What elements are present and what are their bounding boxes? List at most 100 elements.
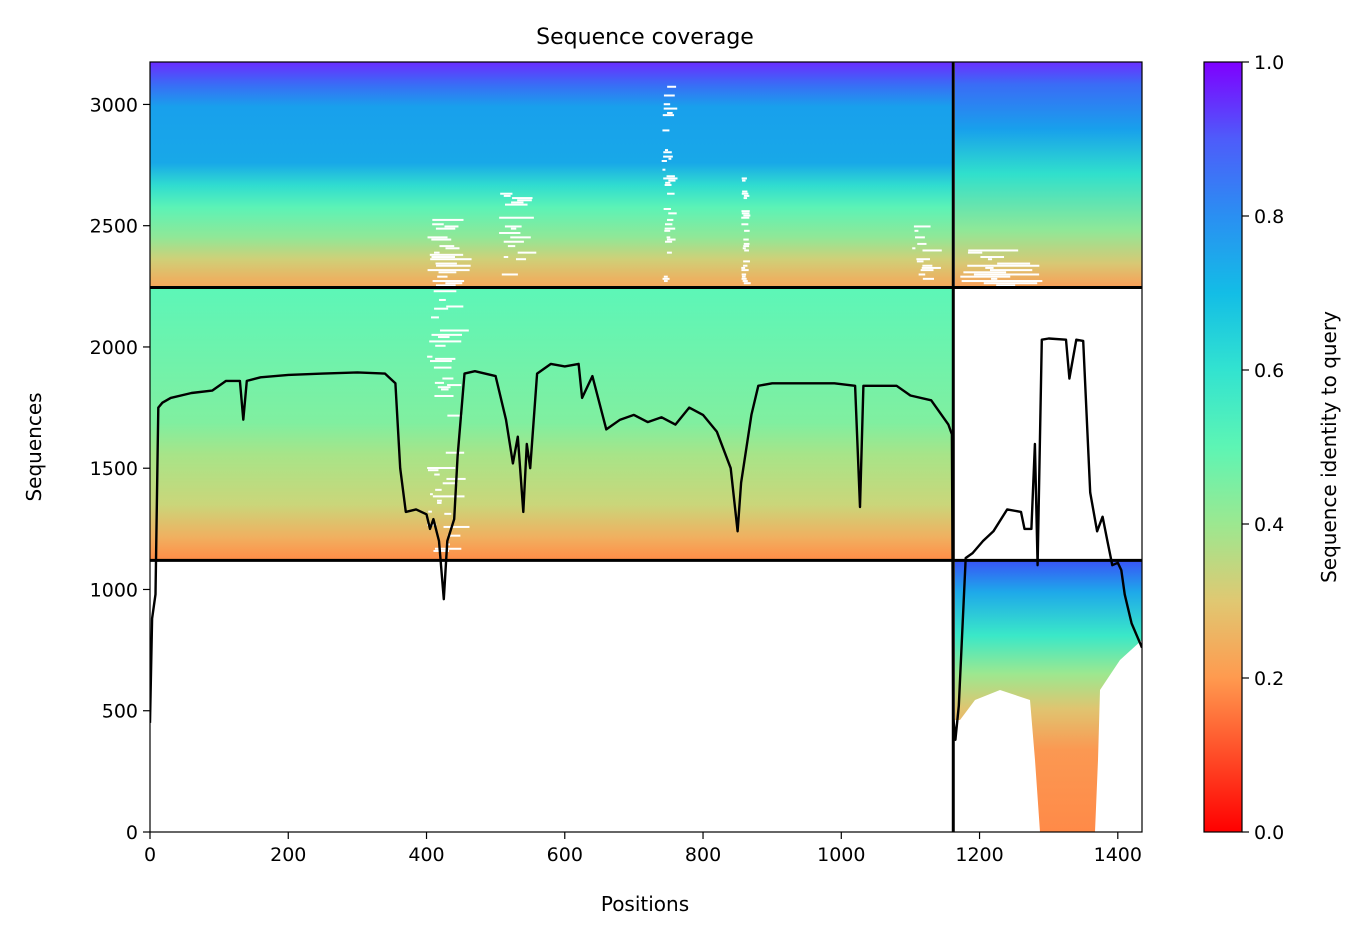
heatmap-gap <box>920 269 934 272</box>
heatmap-gap <box>664 240 673 243</box>
heatmap-gap <box>916 258 930 261</box>
heatmap-gap <box>668 157 672 160</box>
heatmap-gap <box>968 249 1019 252</box>
colorbar-axis: 0.0 0.2 0.4 0.6 0.8 1.0 <box>1242 52 1284 844</box>
heatmap-gap <box>434 547 462 550</box>
heatmap-block-middle-left <box>150 286 954 559</box>
colorbar <box>1203 61 1243 833</box>
heatmap-gap <box>434 394 454 397</box>
heatmap-gap <box>436 284 456 287</box>
heatmap-gap <box>997 262 1031 265</box>
heatmap-gap <box>430 360 452 363</box>
coverage-heatmap <box>150 62 1142 832</box>
heatmap-gap <box>434 381 444 384</box>
heatmap-gap <box>743 282 751 285</box>
segment-boundaries <box>150 62 1142 832</box>
heatmap-gap <box>435 488 442 491</box>
heatmap-gap <box>436 499 442 502</box>
heatmap-gap <box>741 275 746 278</box>
y-axis: 0 500 1000 1500 2000 2500 3000 <box>90 94 150 844</box>
heatmap-gap <box>741 212 750 215</box>
heatmap-gap <box>434 307 449 310</box>
heatmap-gap <box>991 277 998 280</box>
heatmap-gap <box>447 384 462 387</box>
heatmap-gap <box>428 510 432 513</box>
coverage-line <box>150 337 1142 741</box>
heatmap-gap <box>665 181 671 184</box>
heatmap-block-top-right <box>955 62 1142 286</box>
heatmap-gap <box>437 501 442 504</box>
heatmap-gap <box>437 275 448 278</box>
heatmap-gap <box>503 240 524 243</box>
heatmap-gap <box>973 273 1040 276</box>
heatmap-gap <box>515 258 527 261</box>
heatmap-gap <box>662 277 670 280</box>
y-tick-label: 0 <box>126 822 138 844</box>
heatmap-gap <box>667 111 673 114</box>
heatmap-gap <box>444 225 459 228</box>
heatmap-gap <box>742 280 748 283</box>
heatmap-gap <box>443 525 470 528</box>
heatmap-gap <box>666 175 675 178</box>
heatmap-gap <box>445 451 465 454</box>
heatmap-gap <box>663 275 668 278</box>
heatmap-gap <box>663 151 672 154</box>
heatmap-gap <box>741 266 746 269</box>
heatmap-gap <box>430 493 433 496</box>
heatmap-gap <box>510 227 517 230</box>
heatmap-gap <box>435 357 456 360</box>
x-tick-label: 200 <box>270 844 306 866</box>
heatmap-gap <box>741 192 749 195</box>
heatmap-gap <box>429 340 462 343</box>
x-tick-label: 1000 <box>817 844 865 866</box>
y-tick-label: 3000 <box>90 94 138 116</box>
heatmap-gap <box>435 344 446 347</box>
heatmap-gap <box>663 207 671 210</box>
heatmap-gap <box>444 512 452 515</box>
heatmap-gap <box>432 495 465 498</box>
heatmap-gap <box>433 290 457 293</box>
colorbar-tick-label: 0.4 <box>1254 514 1284 536</box>
heatmap-gap <box>985 266 994 269</box>
heatmap-block-top-left <box>150 62 954 286</box>
heatmap-gap <box>500 192 513 195</box>
heatmap-gap <box>921 266 941 269</box>
heatmap-gap <box>667 85 677 88</box>
heatmap-gap <box>666 218 674 221</box>
heatmap-gap <box>442 377 454 380</box>
heatmap-gap <box>510 236 531 239</box>
x-tick-label: 1400 <box>1094 844 1142 866</box>
heatmap-gap <box>512 197 533 200</box>
heatmap-gap <box>666 251 672 254</box>
heatmap-gap <box>499 232 521 235</box>
heatmap-gap <box>915 236 925 239</box>
heatmap-gap <box>499 216 534 219</box>
heatmap-gap <box>983 282 1038 285</box>
heatmap-gap <box>517 251 537 254</box>
heatmap-block-bottom-right <box>955 559 1142 832</box>
heatmap-gap <box>912 247 916 250</box>
heatmap-gap <box>922 264 933 267</box>
heatmap-gap <box>503 194 511 197</box>
heatmap-gap <box>430 258 472 261</box>
heatmap-gap <box>504 203 528 206</box>
heatmap-gap <box>447 534 461 537</box>
heatmap-gap <box>435 262 457 265</box>
heatmap-gap <box>967 251 983 254</box>
y-tick-label: 2500 <box>90 216 138 238</box>
heatmap-gap <box>432 223 444 226</box>
heatmap-gap <box>429 253 464 256</box>
heatmap-gap <box>668 179 676 182</box>
heatmap-gap <box>438 271 457 274</box>
heatmap-gap <box>662 129 670 132</box>
heatmap-gap <box>666 238 676 241</box>
heatmap-gap <box>435 227 456 230</box>
x-tick-label: 400 <box>408 844 444 866</box>
heatmap-gap <box>742 190 748 193</box>
x-axis: 0 200 400 600 800 1000 1200 1400 <box>144 832 1142 866</box>
heatmap-gap <box>664 229 671 232</box>
heatmap-gap <box>663 107 678 110</box>
heatmap-gap <box>743 197 748 200</box>
heatmap-gap <box>664 227 676 230</box>
heatmap-gap <box>668 212 677 215</box>
